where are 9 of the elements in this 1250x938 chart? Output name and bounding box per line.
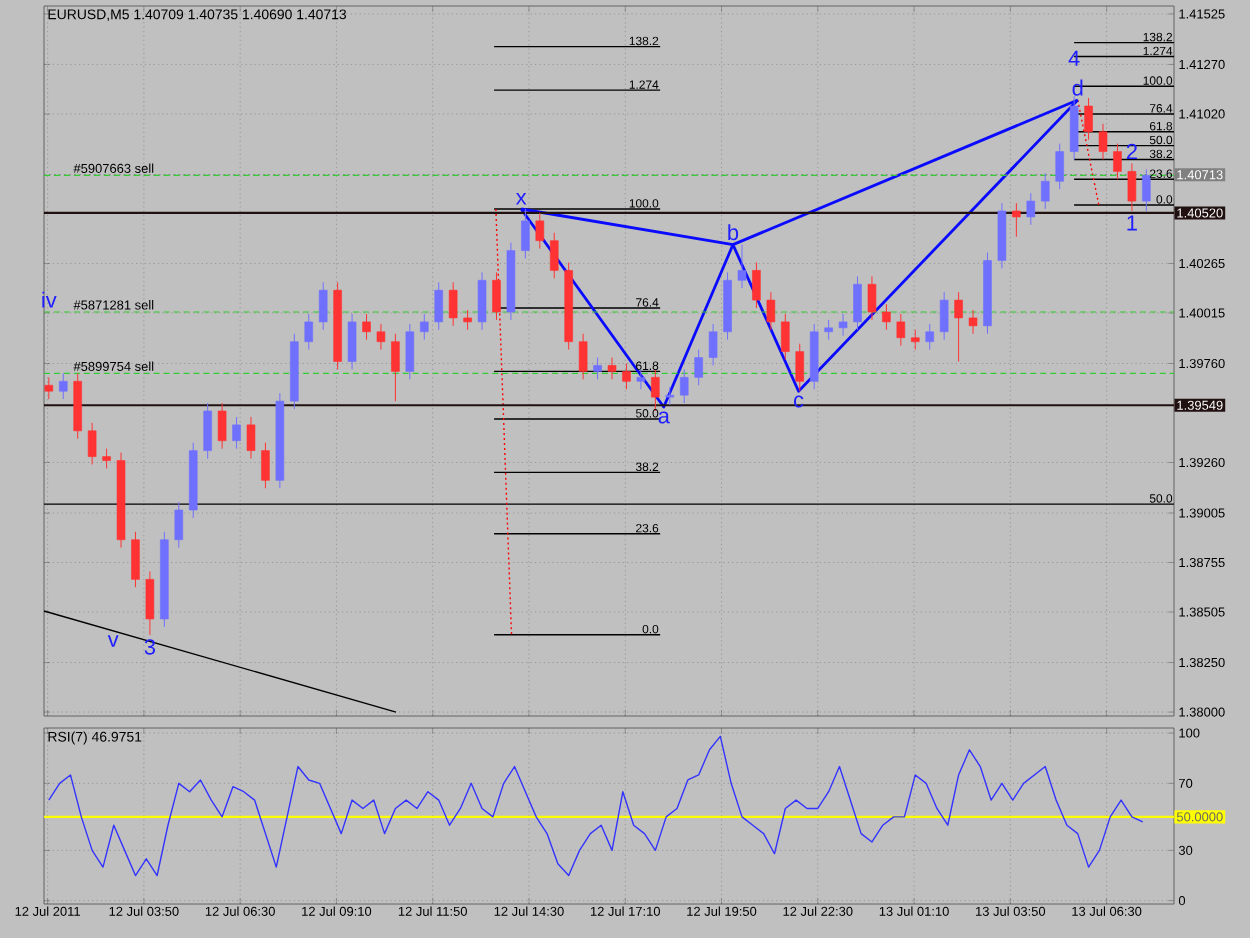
annotation: 3 (144, 639, 156, 655)
annotation: v (107, 635, 119, 647)
annotation: x (515, 193, 527, 205)
annotation: 1 (1127, 215, 1137, 231)
annotation: 4 (1068, 50, 1080, 66)
annotation: a (658, 411, 670, 424)
annotation: 2 (1126, 143, 1137, 160)
annotation: iv (42, 291, 57, 308)
annotation: b (728, 224, 739, 241)
